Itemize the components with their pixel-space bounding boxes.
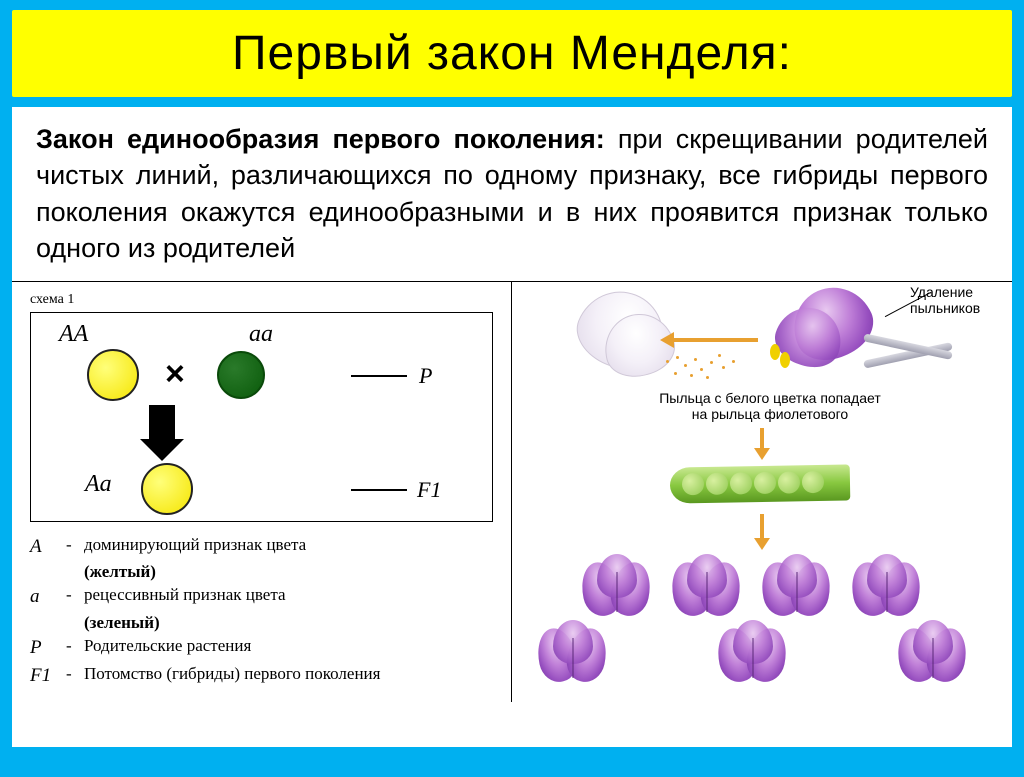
legend-row: F1-Потомство (гибриды) первого поколения — [30, 663, 493, 689]
offspring-yellow-icon — [141, 463, 193, 515]
dash-f1 — [351, 489, 407, 491]
pollination-panel: Удаление пыльников Пыльца с белого цветк… — [512, 282, 1012, 702]
parent-yellow-icon — [87, 349, 139, 401]
offspring-flower — [718, 620, 796, 692]
offspring-flower — [672, 554, 750, 626]
cross-icon: × — [165, 355, 185, 394]
scheme-panel: схема 1 AA aa × P Aa F1 A-доминирующий п… — [12, 282, 512, 702]
definition-bold: Закон единообразия первого поколения: — [36, 124, 605, 154]
scheme-caption: схема 1 — [30, 292, 493, 308]
label-pollen: Пыльца с белого цветка попадает на рыльц… — [658, 390, 882, 422]
peapod-icon — [670, 466, 850, 510]
arrow-down-icon — [149, 405, 184, 461]
symbol-f1: F1 — [417, 477, 441, 503]
flower-white — [556, 292, 676, 388]
dash-p — [351, 375, 407, 377]
title-bar: Первый закон Менделя: — [12, 10, 1012, 97]
offspring-flower — [582, 554, 660, 626]
legend-sub: (желтый) — [84, 561, 493, 584]
genotype-p2: aa — [249, 321, 273, 348]
forceps-icon — [862, 322, 952, 382]
scheme-box: AA aa × P Aa F1 — [30, 312, 493, 522]
pollen-dots-icon — [662, 354, 752, 394]
offspring-flower — [538, 620, 616, 692]
parent-green-icon — [217, 351, 265, 399]
content-area: Закон единообразия первого поколения: пр… — [12, 107, 1012, 747]
genotype-f1: Aa — [85, 471, 112, 498]
legend: A-доминирующий признак цвета (желтый) a-… — [30, 534, 493, 688]
legend-row: a-рецессивный признак цвета — [30, 584, 493, 610]
legend-sub: (зеленый) — [84, 612, 493, 635]
symbol-p: P — [419, 363, 432, 389]
panels: схема 1 AA aa × P Aa F1 A-доминирующий п… — [12, 282, 1012, 702]
legend-row: P-Родительские растения — [30, 635, 493, 661]
genotype-p1: AA — [59, 321, 88, 348]
label-remove-anthers: Удаление пыльников — [910, 284, 1000, 316]
definition-text: Закон единообразия первого поколения: пр… — [12, 107, 1012, 282]
page-title: Первый закон Менделя: — [32, 26, 992, 81]
offspring-flower — [852, 554, 930, 626]
legend-row: A-доминирующий признак цвета — [30, 534, 493, 560]
offspring-flower — [762, 554, 840, 626]
offspring-flower — [898, 620, 976, 692]
